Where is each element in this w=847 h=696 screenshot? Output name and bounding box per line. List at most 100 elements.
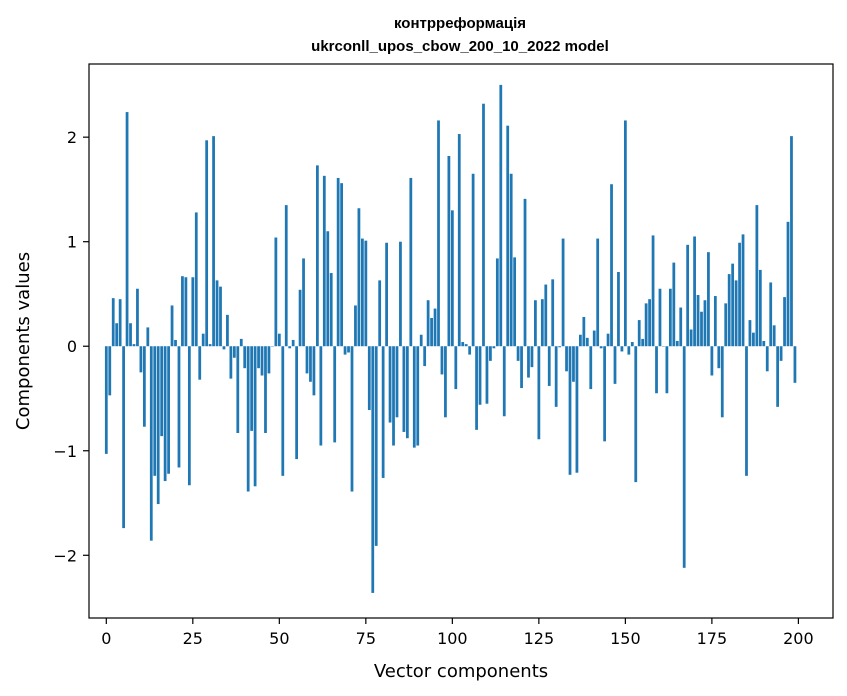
bar (295, 346, 299, 460)
bar (776, 346, 780, 407)
bar (592, 330, 596, 347)
x-tick-label: 25 (183, 629, 203, 648)
bar (727, 274, 731, 347)
bar (713, 296, 717, 347)
bar (471, 173, 475, 347)
bar (305, 346, 309, 374)
bar (758, 269, 762, 347)
x-tick-label: 125 (524, 629, 555, 648)
bar (703, 300, 707, 347)
bar (668, 288, 672, 347)
bar (468, 346, 472, 355)
plot-frame (88, 63, 834, 619)
bar (779, 346, 783, 361)
x-tick-label: 200 (783, 629, 814, 648)
bar (561, 238, 565, 347)
bar (509, 173, 513, 347)
bar (579, 334, 582, 347)
bar (333, 346, 337, 443)
bar (675, 341, 679, 347)
bar (450, 210, 454, 347)
bar (499, 84, 503, 347)
bar (426, 300, 430, 347)
x-tick-label: 175 (697, 629, 728, 648)
bar (665, 346, 669, 394)
bar (492, 346, 496, 349)
x-axis-ticks: 0 25 50 75 100 125 150 175 200 (101, 618, 814, 648)
bar (191, 277, 195, 347)
bar (347, 346, 350, 353)
bar (610, 184, 613, 347)
bar (558, 346, 562, 348)
bar (489, 346, 492, 361)
bar (630, 342, 634, 347)
bar (613, 346, 617, 384)
bar (534, 300, 537, 347)
bar (371, 346, 375, 593)
bar (454, 346, 458, 390)
bar (108, 346, 112, 396)
bar (309, 346, 312, 382)
bar (357, 208, 361, 347)
bar (437, 120, 440, 347)
bar (485, 346, 489, 404)
bar (423, 346, 427, 367)
bar (184, 277, 188, 347)
bar (603, 346, 606, 442)
bar (267, 346, 271, 374)
bar (658, 288, 662, 347)
bar (755, 205, 759, 347)
bar (219, 286, 222, 347)
bar (495, 258, 499, 347)
bar (118, 299, 122, 347)
bar (316, 165, 319, 347)
bar (689, 329, 693, 347)
bar (399, 241, 402, 347)
bar (274, 237, 278, 347)
bar (482, 103, 485, 347)
bar (547, 346, 551, 386)
bar (312, 346, 316, 396)
y-tick-label: 0 (67, 337, 77, 356)
bar (160, 346, 164, 437)
bar (163, 346, 167, 482)
bar (738, 242, 741, 347)
bar (707, 252, 710, 347)
bar (523, 198, 527, 347)
bar (243, 346, 247, 369)
bar (132, 344, 136, 347)
bar (246, 346, 250, 492)
bar (731, 263, 735, 347)
bar (354, 305, 357, 347)
bar (149, 346, 153, 541)
bar (765, 346, 769, 372)
bar (340, 183, 343, 347)
bar (679, 307, 683, 347)
bar (527, 346, 530, 378)
bar (682, 346, 686, 568)
bar (783, 297, 786, 347)
bar (430, 318, 433, 347)
bar (291, 339, 295, 347)
bar (641, 338, 645, 347)
bar (187, 346, 191, 486)
bar (409, 177, 413, 347)
bar (232, 346, 236, 358)
bar (464, 344, 468, 347)
bar (104, 346, 108, 454)
bar (637, 320, 641, 347)
x-tick-label: 75 (356, 629, 376, 648)
chart-title: контрреформація (394, 15, 526, 32)
bar (596, 238, 600, 347)
bar (634, 346, 638, 483)
bar (329, 273, 333, 347)
bar (222, 346, 226, 350)
y-tick-label: −2 (53, 546, 77, 565)
chart-subtitle: ukrconll_upos_cbow_200_10_2022 model (311, 38, 609, 55)
bar (277, 333, 281, 347)
bar (111, 298, 115, 347)
y-axis-ticks: −2 −1 0 1 2 (53, 128, 89, 565)
y-axis-label: Components values (13, 252, 34, 430)
bar (419, 334, 423, 347)
